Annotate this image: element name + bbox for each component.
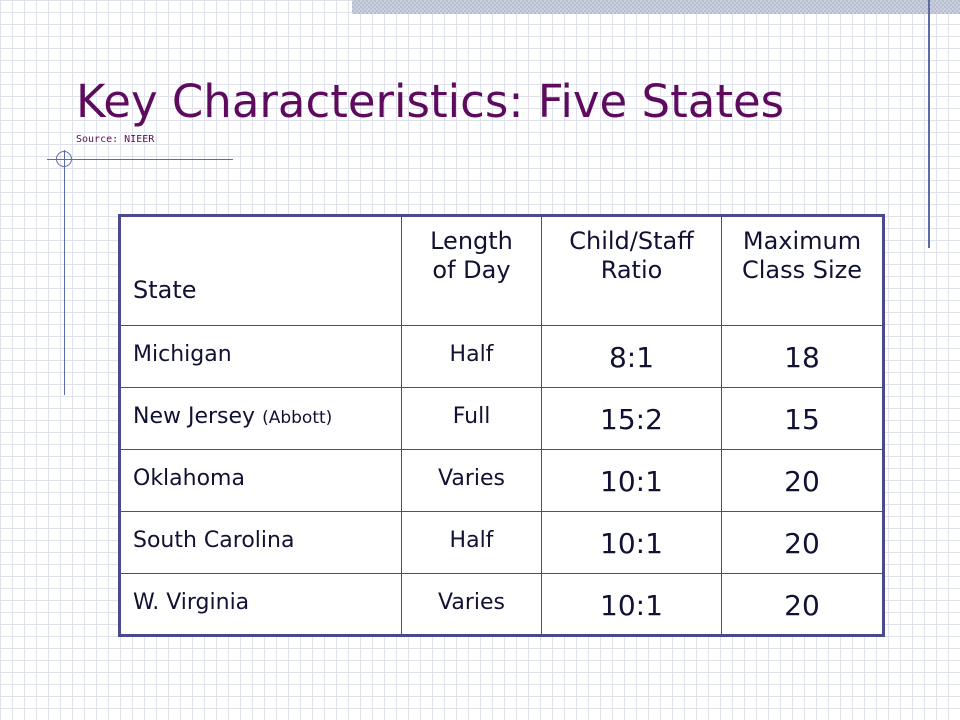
max-class-size-cell: 20 (721, 573, 884, 636)
length-of-day-cell: Half (401, 325, 542, 388)
ratio-cell: 10:1 (541, 449, 722, 512)
header-state: State (119, 215, 402, 326)
state-cell: Oklahoma (119, 449, 402, 512)
right-decorative-line (928, 0, 930, 248)
max-class-size-cell: 15 (721, 387, 884, 450)
characteristics-table: State Length of Day Child/Staff Ratio Maxi… (118, 214, 885, 637)
state-name: South Carolina (133, 528, 295, 553)
table-header-row: State Length of Day Child/Staff Ratio Maxi… (119, 215, 884, 326)
state-cell: Michigan (119, 325, 402, 388)
max-class-size-cell: 20 (721, 511, 884, 574)
state-cell: W. Virginia (119, 573, 402, 636)
header-length-of-day: Length of Day (401, 215, 542, 326)
state-cell: South Carolina (119, 511, 402, 574)
header-ratio-line-2: Ratio (600, 255, 663, 284)
header-max-line-1: Maximum (742, 227, 862, 255)
state-name: Oklahoma (133, 466, 245, 491)
max-class-size-cell: 18 (721, 325, 884, 388)
max-class-size-cell: 20 (721, 449, 884, 512)
header-length-line-2: of Day (432, 255, 511, 284)
header-length-line-1: Length (430, 227, 513, 255)
length-of-day-cell: Varies (401, 449, 542, 512)
header-max-line-2: Class Size (741, 255, 863, 284)
header-child-staff-ratio: Child/Staff Ratio (541, 215, 722, 326)
length-of-day-cell: Half (401, 511, 542, 574)
header-max-class-size: Maximum Class Size (721, 215, 884, 326)
ratio-cell: 8:1 (541, 325, 722, 388)
state-name: W. Virginia (133, 590, 250, 615)
header-ratio-line-1: Child/Staff (569, 227, 694, 255)
source-note: Source: NIEER (76, 134, 155, 145)
title-underline (47, 159, 233, 160)
top-decorative-band (352, 0, 960, 14)
left-decorative-line (64, 150, 65, 395)
table-row: Oklahoma Varies 10:1 20 (119, 449, 884, 512)
ratio-cell: 15:2 (541, 387, 722, 450)
table-row: W. Virginia Varies 10:1 20 (119, 573, 884, 636)
state-name: New Jersey (133, 404, 256, 429)
decorative-circle (56, 151, 72, 167)
slide-title: Key Characteristics: Five States (76, 75, 785, 128)
table-row: New Jersey (Abbott) Full 15:2 15 (119, 387, 884, 450)
table-row: Michigan Half 8:1 18 (119, 325, 884, 388)
ratio-cell: 10:1 (541, 573, 722, 636)
length-of-day-cell: Varies (401, 573, 542, 636)
state-name: Michigan (133, 342, 232, 367)
table-row: South Carolina Half 10:1 20 (119, 511, 884, 574)
length-of-day-cell: Full (401, 387, 542, 450)
state-cell: New Jersey (Abbott) (119, 387, 402, 450)
ratio-cell: 10:1 (541, 511, 722, 574)
state-note: (Abbott) (262, 408, 333, 428)
